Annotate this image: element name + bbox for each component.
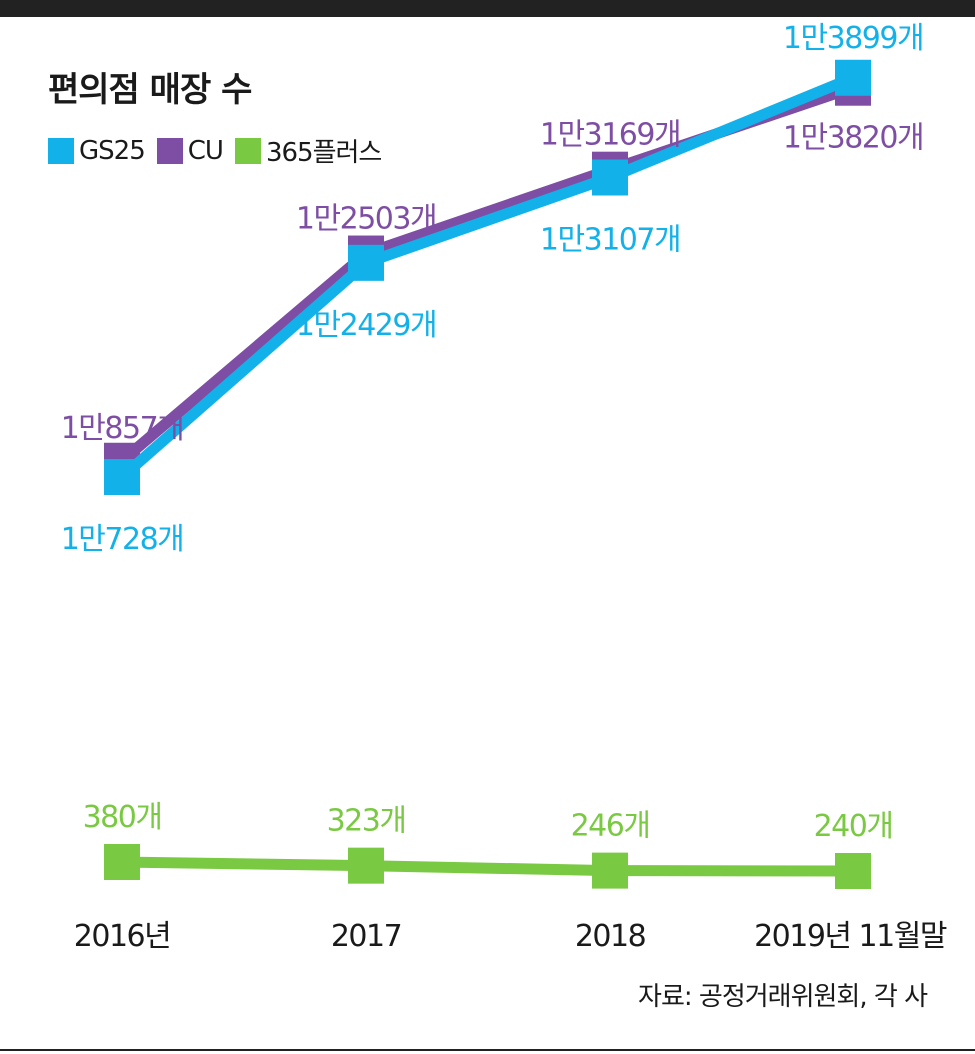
gs25-data-label: 1만2429개 <box>296 308 436 343</box>
legend-label-365plus: 365플러스 <box>265 138 382 168</box>
plus365-line <box>121 856 854 877</box>
bottom-rule <box>0 1049 975 1051</box>
legend-item-365plus: 365플러스 <box>234 132 382 169</box>
x-tick-label: 2017 <box>331 919 401 954</box>
gs25-data-label: 1만728개 <box>61 522 184 557</box>
plus365-marker <box>592 852 628 889</box>
gs25-data-label: 1만3107개 <box>540 222 680 257</box>
gs25-marker <box>104 459 140 495</box>
plus365-data-label: 246개 <box>571 809 650 844</box>
legend-label-cu: CU <box>187 135 224 166</box>
source-note: 자료: 공정거래위원회, 각 사 <box>638 982 928 1012</box>
x-tick-label: 2019년 11월말 <box>754 919 947 954</box>
plus365-marker <box>104 843 140 880</box>
gs25-data-label: 1만3899개 <box>783 21 923 56</box>
legend-item-cu: CU <box>156 135 224 166</box>
cu-data-label: 1만3820개 <box>783 121 923 156</box>
gs25-line <box>118 72 856 482</box>
cu-data-label: 1만857개 <box>61 411 184 446</box>
gs25-marker <box>592 159 628 196</box>
cu-data-label: 1만2503개 <box>296 202 436 237</box>
top-bar <box>0 0 975 17</box>
cu-line <box>118 82 855 465</box>
x-tick-label: 2018 <box>575 919 646 954</box>
legend-label-gs25: GS25 <box>79 135 146 166</box>
plus365-marker <box>348 847 384 884</box>
plus365-data-label: 240개 <box>814 809 893 844</box>
legend: GS25 CU 365플러스 <box>48 132 393 169</box>
legend-swatch-cu <box>156 137 183 164</box>
gs25-marker <box>348 244 384 281</box>
cu-data-label: 1만3169개 <box>540 118 680 153</box>
chart-title: 편의점 매장 수 <box>48 70 252 110</box>
legend-swatch-365plus <box>234 137 261 164</box>
x-tick-label: 2016년 <box>74 919 170 954</box>
gs25-marker <box>835 59 871 96</box>
legend-item-gs25: GS25 <box>48 135 146 166</box>
legend-swatch-gs25 <box>48 137 74 164</box>
plus365-marker <box>835 853 871 889</box>
plus365-data-label: 323개 <box>327 804 406 839</box>
plus365-data-label: 380개 <box>83 800 162 835</box>
